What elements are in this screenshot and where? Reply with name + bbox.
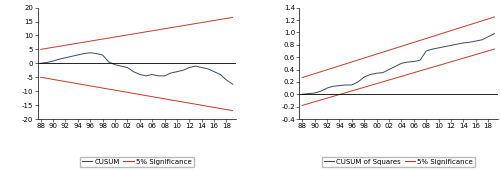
Legend: CUSUM of Squares, 5% Significance: CUSUM of Squares, 5% Significance — [322, 157, 475, 167]
Legend: CUSUM, 5% Significance: CUSUM, 5% Significance — [80, 157, 194, 167]
